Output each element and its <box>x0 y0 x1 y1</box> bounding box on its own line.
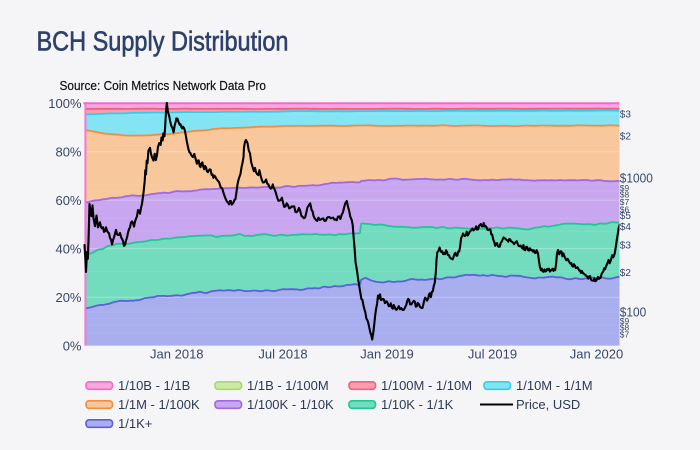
svg-text:1/1B - 1/100M: 1/1B - 1/100M <box>247 378 329 393</box>
svg-text:80%: 80% <box>55 144 81 159</box>
svg-text:1/1K+: 1/1K+ <box>118 416 152 431</box>
svg-text:$5: $5 <box>620 211 632 222</box>
svg-text:1/100M - 1/10M: 1/100M - 1/10M <box>381 378 472 393</box>
svg-text:$9: $9 <box>620 183 630 193</box>
svg-text:Jan 2018: Jan 2018 <box>150 347 204 362</box>
svg-text:1/10M - 1/1M: 1/10M - 1/1M <box>516 378 593 393</box>
svg-text:Source: Coin Metrics Network D: Source: Coin Metrics Network Data Pro <box>60 78 267 93</box>
svg-text:$9: $9 <box>620 316 630 326</box>
svg-text:BCH Supply Distribution: BCH Supply Distribution <box>37 26 289 57</box>
svg-text:$3: $3 <box>620 109 632 120</box>
svg-text:1/1M - 1/100K: 1/1M - 1/100K <box>118 397 200 412</box>
svg-text:$3: $3 <box>620 241 632 252</box>
svg-text:40%: 40% <box>55 241 81 256</box>
svg-text:$4: $4 <box>620 222 632 233</box>
svg-text:Jan 2020: Jan 2020 <box>570 347 624 362</box>
svg-text:$2: $2 <box>620 268 632 279</box>
svg-text:$100: $100 <box>620 305 647 320</box>
svg-text:$7: $7 <box>620 197 630 207</box>
svg-text:1/10K - 1/1K: 1/10K - 1/1K <box>381 397 454 412</box>
svg-text:$7: $7 <box>620 330 630 340</box>
svg-text:$2: $2 <box>620 132 632 143</box>
svg-text:100%: 100% <box>48 96 82 111</box>
svg-text:Jan 2019: Jan 2019 <box>360 347 414 362</box>
svg-text:Jul 2018: Jul 2018 <box>258 347 307 362</box>
svg-text:1/100K - 1/10K: 1/100K - 1/10K <box>247 397 334 412</box>
svg-text:Price, USD: Price, USD <box>516 397 580 412</box>
svg-text:1/10B - 1/1B: 1/10B - 1/1B <box>118 378 190 393</box>
svg-text:60%: 60% <box>55 193 81 208</box>
svg-text:$1000: $1000 <box>620 171 653 186</box>
svg-text:$8: $8 <box>620 190 630 200</box>
svg-text:Jul 2019: Jul 2019 <box>468 347 517 362</box>
svg-text:$8: $8 <box>620 323 630 333</box>
svg-text:20%: 20% <box>55 290 81 305</box>
svg-text:$6: $6 <box>620 205 630 215</box>
svg-text:0%: 0% <box>63 338 82 353</box>
